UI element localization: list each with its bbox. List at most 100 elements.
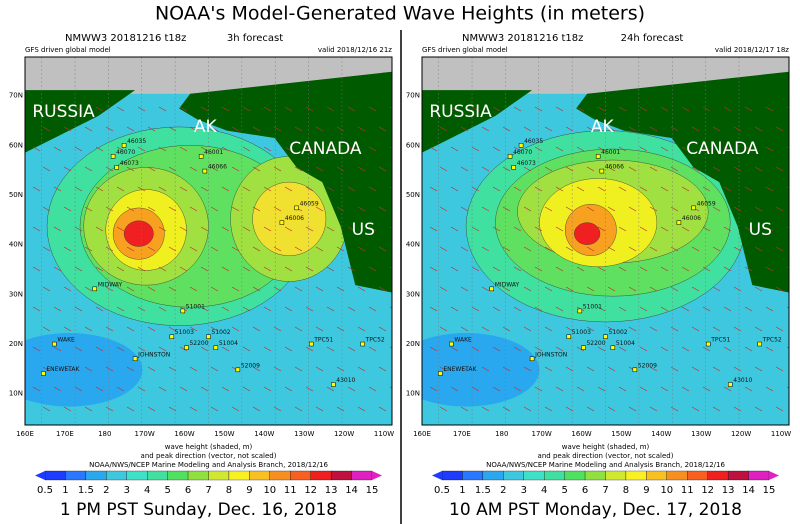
wave-vector <box>284 266 293 272</box>
wave-vector <box>702 306 711 312</box>
wave-vector <box>712 406 721 412</box>
lat-label: 60N <box>9 141 23 149</box>
wave-vector <box>284 146 293 152</box>
wave-vector <box>586 406 595 412</box>
colorbar-label: 1 <box>62 485 68 496</box>
wave-vector <box>702 146 711 152</box>
wave-vector <box>523 206 532 212</box>
station-marker <box>757 341 762 347</box>
wave-vector <box>252 286 261 292</box>
colorbar-label: 8 <box>623 485 629 496</box>
wave-vector <box>189 206 198 212</box>
wave-vector <box>158 306 167 312</box>
wave-vector <box>576 146 585 152</box>
wave-vector <box>53 346 62 352</box>
wave-vector <box>389 266 392 269</box>
wave-vector <box>618 266 627 272</box>
wave-vector <box>670 326 679 332</box>
station-label: 51004 <box>219 340 238 347</box>
wave-vector <box>305 266 314 272</box>
wave-vector <box>284 226 293 232</box>
wave-vector <box>723 106 732 112</box>
wave-vector <box>347 386 356 392</box>
station-label: 46006 <box>285 215 304 222</box>
wave-vector <box>368 346 377 352</box>
wave-vector <box>439 286 448 292</box>
wave-vector <box>74 186 83 192</box>
wave-vector <box>439 206 448 212</box>
lat-label: 20N <box>406 340 420 348</box>
lon-label: 160E <box>16 430 34 438</box>
wave-vector <box>471 186 480 192</box>
wave-vector <box>786 186 789 189</box>
wave-vector <box>200 146 209 152</box>
wave-vector <box>765 306 774 312</box>
wave-vector <box>53 386 62 392</box>
wave-vector <box>439 406 448 412</box>
wave-vector <box>544 326 553 332</box>
wave-vector <box>786 306 789 309</box>
colorbar-label: 13 <box>722 485 735 496</box>
wave-vector <box>502 366 511 372</box>
wave-vector <box>284 346 293 352</box>
wave-vector <box>429 186 438 192</box>
wave-vector <box>502 326 511 332</box>
wave-vector <box>639 146 648 152</box>
wave-vector <box>712 206 721 212</box>
wave-vector <box>450 226 459 232</box>
wave-vector <box>660 146 669 152</box>
wave-vector <box>544 166 553 172</box>
wave-vector <box>179 386 188 392</box>
colorbar-label: 6 <box>582 485 588 496</box>
wave-vector <box>105 206 114 212</box>
wave-vector <box>502 286 511 292</box>
wave-vector <box>460 246 469 252</box>
wave-vector <box>210 286 219 292</box>
station-label: 52200 <box>189 340 208 347</box>
wave-vector <box>492 106 501 112</box>
wave-vector <box>523 246 532 252</box>
valid-time: valid 2018/12/17 18z <box>715 46 789 54</box>
wave-vector <box>137 146 146 152</box>
wave-vector <box>502 166 511 172</box>
colorbar-label: 0.5 <box>434 485 450 496</box>
wave-vector <box>378 366 387 372</box>
station-marker <box>360 341 365 347</box>
wave-vector <box>357 166 366 172</box>
wave-vector <box>74 266 83 272</box>
colorbar-label: 2 <box>103 485 109 496</box>
wave-vector <box>305 226 314 232</box>
wave-vector <box>555 226 564 232</box>
colorbar-segment <box>523 470 545 481</box>
wave-vector <box>607 366 616 372</box>
wave-vector <box>357 406 366 412</box>
wave-vector <box>378 126 387 132</box>
colorbar-label: 13 <box>325 485 338 496</box>
wave-vector <box>378 166 387 172</box>
wave-vector <box>544 406 553 412</box>
wave-vector <box>754 166 763 172</box>
wave-vector <box>32 386 41 392</box>
colorbar-label: 6 <box>185 485 191 496</box>
panel: NMWW3 20181216 t18z 3h forecast GFS driven… <box>9 33 394 520</box>
wave-vector <box>607 246 616 252</box>
wave-vector <box>639 346 648 352</box>
wave-vector <box>565 366 574 372</box>
wave-vector <box>189 326 198 332</box>
wave-vector <box>84 166 93 172</box>
wave-vector <box>586 246 595 252</box>
panel-caption: 10 AM PST Monday, Dec. 17, 2018 <box>449 500 742 520</box>
wave-vector <box>116 186 125 192</box>
colorbar-segment <box>748 470 770 481</box>
wave-vector <box>221 106 230 112</box>
wave-vector <box>284 186 293 192</box>
wave-vector <box>649 246 658 252</box>
wave-vector <box>702 266 711 272</box>
wave-vector <box>336 366 345 372</box>
wave-vector <box>158 346 167 352</box>
wave-vector <box>723 266 732 272</box>
wave-shading <box>422 333 540 407</box>
wave-vector <box>252 126 261 132</box>
wave-vector <box>660 226 669 232</box>
